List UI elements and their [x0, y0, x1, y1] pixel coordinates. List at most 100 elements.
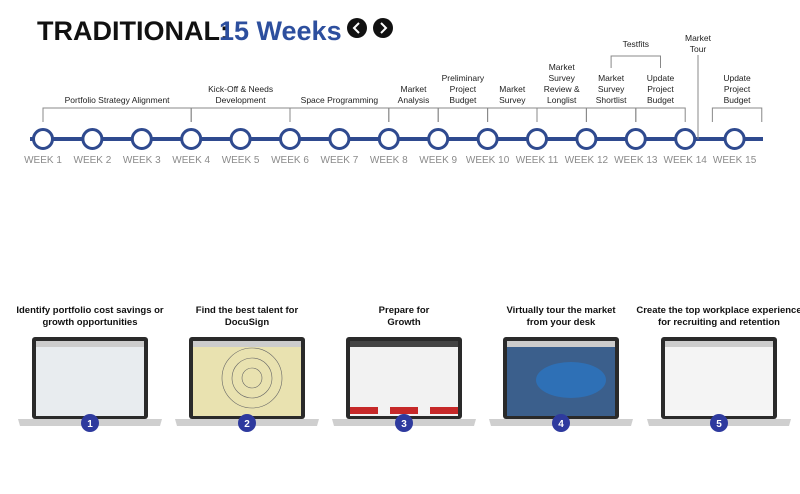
bracket	[536, 107, 587, 122]
phase-label: Kick-Off & Needs	[208, 84, 273, 94]
screen-bar	[350, 341, 458, 347]
bracket	[42, 107, 192, 122]
week-node	[723, 128, 746, 150]
week-label: WEEK 8	[370, 155, 408, 166]
card-caption: Growth	[387, 317, 420, 328]
phase-label: Development	[216, 95, 267, 105]
phase-label: Portfolio Strategy Alignment	[65, 95, 171, 105]
week-label: WEEK 3	[123, 155, 161, 166]
screen-bar	[36, 341, 144, 347]
week-node	[674, 128, 697, 150]
phase-label: Longlist	[547, 95, 577, 105]
laptop-screen	[665, 341, 773, 416]
week-node	[377, 128, 400, 150]
week-node	[279, 128, 301, 150]
week-node	[575, 128, 598, 150]
phase-label: Update	[647, 73, 675, 83]
phase-label: Preliminary	[442, 73, 485, 83]
screen-ring	[221, 347, 283, 409]
bracket	[487, 107, 538, 122]
screen-map	[536, 362, 606, 398]
card-caption: growth opportunities	[43, 317, 138, 328]
phase-label: Update	[723, 73, 751, 83]
card-caption: Create the top workplace experience	[636, 305, 800, 316]
phase-label: Project	[724, 84, 751, 94]
laptop	[332, 337, 476, 426]
week-node	[130, 128, 153, 150]
laptop	[18, 337, 162, 426]
phase-label: Survey	[499, 95, 526, 105]
week-label: WEEK 7	[321, 155, 359, 166]
prev-button[interactable]	[347, 18, 367, 38]
subtitle: 15 Weeks	[219, 16, 342, 46]
week-label: WEEK 11	[516, 155, 559, 166]
card-number: 1	[87, 419, 93, 430]
phase-label: Market	[598, 73, 625, 83]
card-caption: Virtually tour the market	[506, 305, 616, 316]
next-button[interactable]	[373, 18, 393, 38]
card-caption: for recruiting and retention	[658, 317, 780, 328]
week-label: WEEK 13	[614, 155, 658, 166]
screen-button	[390, 407, 418, 414]
week-label: WEEK 5	[222, 155, 260, 166]
number-badge	[238, 414, 256, 432]
week-label: WEEK 14	[664, 155, 708, 166]
week-node	[81, 128, 104, 150]
laptop	[647, 337, 791, 426]
screen-ring	[231, 357, 273, 399]
phase-label: Market	[499, 84, 526, 94]
week-node	[180, 128, 203, 150]
week-node	[229, 128, 252, 150]
week-label: WEEK 6	[271, 155, 309, 166]
screen-bar	[193, 341, 301, 347]
card-caption: Identify portfolio cost savings or	[16, 305, 164, 316]
laptop	[175, 337, 319, 426]
bracket	[289, 107, 390, 122]
phase-label: Survey	[598, 84, 625, 94]
testfits-label: Testfits	[623, 39, 649, 49]
card-number: 2	[244, 419, 250, 430]
number-badge	[710, 414, 728, 432]
phase-label: Review &	[544, 84, 580, 94]
week-node	[476, 128, 499, 150]
screen-button	[350, 407, 378, 414]
bracket	[635, 107, 686, 122]
laptop-screen	[350, 341, 458, 416]
bracket	[610, 55, 661, 68]
phase-label: Shortlist	[596, 95, 627, 105]
bracket	[711, 107, 763, 122]
card-number: 5	[716, 419, 722, 430]
market-tour-label: Tour	[690, 44, 707, 54]
bracket	[190, 107, 291, 122]
laptop-screen	[36, 341, 144, 416]
phase-label: Survey	[548, 73, 575, 83]
screen-bar	[507, 341, 615, 347]
phase-label: Market	[549, 62, 576, 72]
number-badge	[552, 414, 570, 432]
week-label: WEEK 10	[466, 155, 510, 166]
number-badge	[81, 414, 99, 432]
week-node	[32, 128, 54, 150]
title: TRADITIONAL:	[37, 16, 229, 46]
phase-label: Project	[450, 84, 477, 94]
bracket	[388, 107, 439, 122]
week-label: WEEK 4	[172, 155, 210, 166]
phase-label: Budget	[724, 95, 752, 105]
phase-label: Analysis	[398, 95, 430, 105]
week-label: WEEK 12	[565, 155, 609, 166]
screen-button	[430, 407, 458, 414]
week-node	[526, 128, 548, 150]
week-label: WEEK 1	[24, 155, 62, 166]
week-node	[427, 128, 450, 150]
laptop	[489, 337, 633, 426]
week-node	[624, 128, 647, 150]
week-label: WEEK 9	[419, 155, 457, 166]
phase-label: Space Programming	[301, 95, 379, 105]
card-caption: Prepare for	[379, 305, 430, 316]
phase-label: Budget	[647, 95, 675, 105]
phase-label: Budget	[449, 95, 477, 105]
card-caption: DocuSign	[225, 317, 270, 328]
market-tour-label: Market	[685, 33, 712, 43]
card-caption: from your desk	[527, 317, 596, 328]
